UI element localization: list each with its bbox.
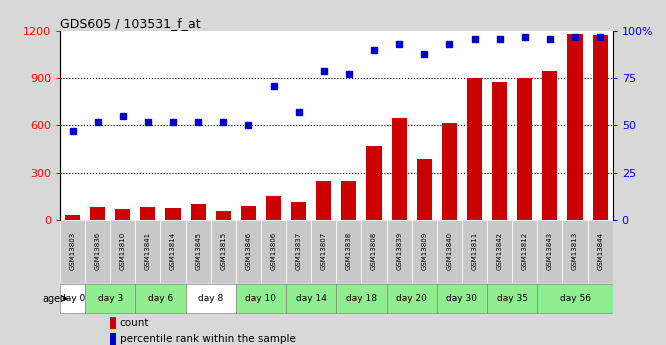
Text: GSM13803: GSM13803: [69, 232, 75, 270]
Bar: [266, 196, 281, 220]
Text: day 18: day 18: [346, 294, 377, 303]
Bar: [563, 220, 587, 283]
Bar: [190, 204, 206, 220]
Bar: [412, 220, 437, 283]
Bar: [542, 71, 557, 220]
Text: GSM13812: GSM13812: [521, 232, 527, 270]
Text: GSM13843: GSM13843: [547, 232, 553, 270]
Bar: [60, 284, 85, 313]
Text: GSM13840: GSM13840: [446, 232, 452, 270]
Bar: [60, 220, 85, 283]
Text: day 6: day 6: [148, 294, 173, 303]
Bar: [336, 284, 386, 313]
Text: GSM13809: GSM13809: [422, 232, 428, 270]
Text: day 30: day 30: [446, 294, 478, 303]
Bar: [135, 220, 161, 283]
Bar: [587, 220, 613, 283]
Bar: [517, 78, 532, 220]
Bar: [135, 284, 186, 313]
Bar: [236, 284, 286, 313]
Bar: [90, 207, 105, 220]
Bar: [487, 284, 537, 313]
Text: GSM13815: GSM13815: [220, 232, 226, 270]
Bar: [492, 82, 507, 220]
Bar: [65, 215, 80, 220]
Text: GSM13813: GSM13813: [572, 232, 578, 270]
Text: GSM13846: GSM13846: [245, 232, 251, 270]
Bar: [442, 123, 457, 220]
Text: GSM13842: GSM13842: [497, 232, 503, 270]
Text: GSM13808: GSM13808: [371, 232, 377, 270]
Bar: [311, 220, 336, 283]
Bar: [261, 220, 286, 283]
Bar: [392, 118, 407, 220]
Bar: [487, 220, 512, 283]
Text: GSM13844: GSM13844: [597, 232, 603, 270]
Bar: [241, 207, 256, 220]
Text: GSM13806: GSM13806: [270, 232, 276, 270]
Text: GSM13837: GSM13837: [296, 232, 302, 270]
Text: GDS605 / 103531_f_at: GDS605 / 103531_f_at: [60, 17, 200, 30]
Bar: [537, 220, 563, 283]
Bar: [85, 220, 110, 283]
Bar: [386, 284, 437, 313]
Bar: [316, 181, 331, 220]
Text: age: age: [43, 294, 61, 304]
Bar: [141, 207, 155, 220]
Bar: [186, 284, 236, 313]
Text: day 10: day 10: [246, 294, 276, 303]
Bar: [467, 78, 482, 220]
Bar: [216, 211, 231, 220]
Text: day 0: day 0: [60, 294, 85, 303]
Bar: [593, 35, 607, 220]
Bar: [165, 208, 180, 220]
Text: day 8: day 8: [198, 294, 223, 303]
Bar: [236, 220, 261, 283]
Bar: [362, 220, 386, 283]
Bar: [186, 220, 210, 283]
Text: GSM13838: GSM13838: [346, 232, 352, 270]
Bar: [110, 333, 117, 345]
Text: GSM13845: GSM13845: [195, 232, 201, 270]
Bar: [336, 220, 362, 283]
Text: GSM13807: GSM13807: [321, 232, 327, 270]
Bar: [437, 284, 487, 313]
Bar: [386, 220, 412, 283]
Bar: [110, 220, 135, 283]
Bar: [437, 220, 462, 283]
Bar: [286, 284, 336, 313]
Bar: [161, 220, 186, 283]
Bar: [462, 220, 487, 283]
Text: GSM13814: GSM13814: [170, 232, 176, 270]
Bar: [115, 209, 131, 220]
Bar: [85, 284, 135, 313]
Bar: [537, 284, 613, 313]
Text: count: count: [120, 318, 149, 328]
Text: day 56: day 56: [559, 294, 591, 303]
Bar: [567, 34, 583, 220]
Bar: [512, 220, 537, 283]
Text: day 20: day 20: [396, 294, 427, 303]
Bar: [210, 220, 236, 283]
Bar: [366, 146, 382, 220]
Text: day 3: day 3: [97, 294, 123, 303]
Text: GSM13811: GSM13811: [472, 232, 478, 270]
Text: percentile rank within the sample: percentile rank within the sample: [120, 334, 296, 344]
Text: GSM13810: GSM13810: [120, 232, 126, 270]
Text: GSM13836: GSM13836: [95, 232, 101, 270]
Bar: [291, 202, 306, 220]
Text: GSM13839: GSM13839: [396, 232, 402, 270]
Bar: [286, 220, 311, 283]
Text: day 35: day 35: [497, 294, 527, 303]
Bar: [110, 317, 117, 329]
Text: GSM13841: GSM13841: [145, 232, 151, 270]
Bar: [417, 158, 432, 220]
Bar: [342, 181, 356, 220]
Text: day 14: day 14: [296, 294, 326, 303]
